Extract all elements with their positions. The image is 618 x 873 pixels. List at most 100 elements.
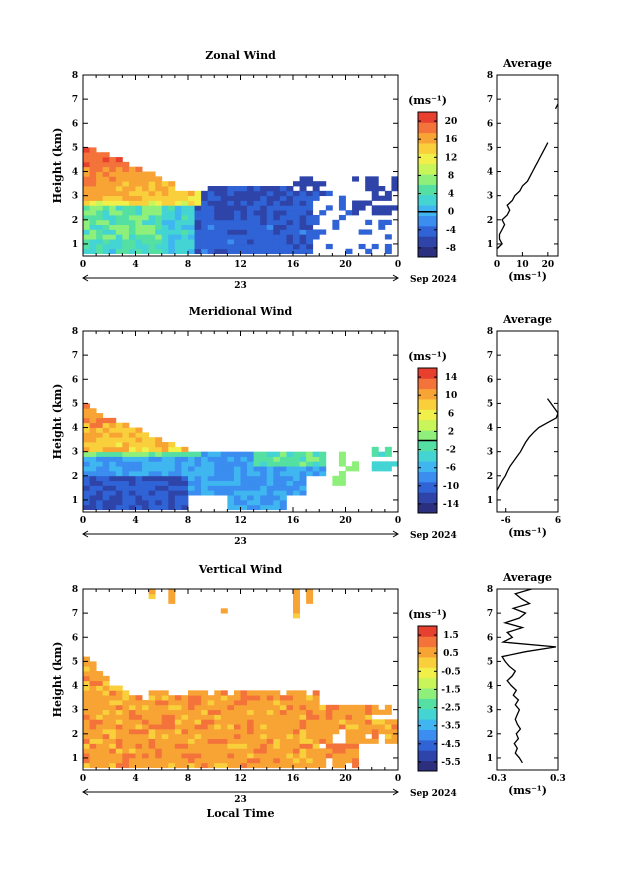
heatmap-cell: [122, 437, 130, 443]
heatmap-cell: [233, 733, 241, 740]
heatmap-cell: [135, 186, 143, 192]
heatmap-cell: [194, 704, 202, 711]
heatmap-cell: [115, 190, 123, 197]
heatmap-cell: [188, 243, 195, 250]
heatmap-cell: [148, 437, 156, 443]
heatmap-cell: [168, 504, 176, 510]
heatmap-cell: [266, 733, 274, 740]
heatmap-cell: [306, 700, 314, 706]
heatmap-cell: [286, 700, 294, 706]
heatmap-cell: [142, 437, 150, 443]
heatmap-cell: [96, 461, 104, 467]
heatmap-cell: [247, 239, 255, 245]
y-axis-label: Height (km): [51, 384, 64, 460]
heatmap-cell: [207, 700, 215, 706]
heatmap-cell: [96, 675, 104, 682]
heatmap-cell: [89, 200, 97, 206]
average-y-tick-label: 2: [487, 730, 493, 740]
heatmap-cell: [365, 704, 373, 711]
heatmap-cell: [115, 461, 123, 467]
heatmap-cell: [96, 728, 104, 735]
heatmap-cell: [174, 499, 182, 506]
heatmap-cell: [260, 229, 268, 235]
heatmap-cell: [161, 743, 169, 749]
heatmap-cell: [96, 157, 104, 163]
heatmap-cell: [102, 504, 110, 510]
heatmap-cell: [293, 461, 300, 467]
heatmap-cell: [391, 719, 399, 725]
heatmap-cell: [142, 176, 150, 182]
heatmap-cell: [220, 466, 228, 472]
heatmap-cell: [168, 186, 176, 192]
heatmap-cell: [207, 748, 215, 754]
heatmap-cell: [102, 466, 110, 472]
heatmap-cell: [253, 190, 261, 197]
heatmap-cell: [253, 243, 261, 250]
heatmap-cell: [83, 485, 90, 491]
heatmap-cell: [115, 685, 123, 691]
heatmap-cell: [306, 190, 314, 197]
x-tick-label: 16: [287, 774, 300, 784]
heatmap-cell: [168, 219, 176, 226]
heatmap-cell: [214, 210, 222, 216]
heatmap-cell: [135, 709, 143, 715]
heatmap-cell: [115, 157, 123, 163]
colorbar-tick-label: -2.5: [441, 704, 460, 714]
y-tick-label: 4: [72, 682, 78, 692]
heatmap-cell: [115, 456, 123, 462]
heatmap-cell: [96, 753, 104, 759]
heatmap-cell: [233, 499, 241, 506]
heatmap-cell: [128, 738, 136, 744]
heatmap-cell: [247, 475, 255, 482]
heatmap-cell: [83, 733, 90, 740]
x-tick-label: 0: [395, 516, 401, 526]
average-profile-line: [497, 398, 558, 491]
heatmap-cell: [83, 427, 90, 433]
heatmap-cell: [188, 466, 195, 472]
heatmap-cell: [233, 709, 241, 715]
heatmap-cell: [260, 728, 268, 735]
heatmap-cell: [102, 157, 110, 163]
heatmap-cell: [293, 195, 300, 201]
heatmap-cell: [378, 205, 386, 211]
heatmap-cell: [312, 748, 320, 754]
heatmap-cell: [345, 210, 353, 216]
heatmap-cell: [220, 234, 228, 240]
heatmap-cell: [247, 248, 255, 254]
heatmap-cell: [109, 724, 117, 730]
heatmap-cell: [122, 495, 130, 501]
heatmap-cell: [181, 504, 189, 510]
heatmap-cell: [279, 229, 287, 235]
heatmap-cell: [135, 427, 143, 433]
heatmap-cell: [148, 480, 156, 486]
heatmap-cell: [109, 719, 117, 725]
heatmap-cell: [247, 451, 255, 457]
heatmap-cell: [247, 743, 255, 749]
heatmap-cell: [220, 190, 228, 197]
heatmap-cell: [188, 714, 195, 720]
heatmap-cell: [312, 700, 320, 706]
heatmap-cell: [181, 461, 189, 467]
heatmap-cell: [161, 239, 169, 245]
heatmap-cell: [181, 210, 189, 216]
colorbar-swatch: [418, 450, 437, 462]
date-day: 23: [234, 795, 247, 805]
heatmap-cell: [306, 753, 314, 759]
heatmap-cell: [286, 743, 294, 749]
heatmap-cell: [260, 738, 268, 744]
heatmap-cell: [194, 475, 202, 482]
heatmap-cell: [240, 695, 248, 701]
heatmap-cell: [122, 214, 130, 221]
heatmap-cell: [188, 704, 195, 711]
heatmap-cell: [188, 695, 195, 701]
heatmap-cell: [306, 248, 314, 254]
heatmap-cell: [273, 495, 281, 501]
heatmap-cell: [293, 593, 300, 600]
heatmap-cell: [161, 229, 169, 235]
heatmap-cell: [266, 499, 274, 506]
heatmap-cell: [371, 728, 379, 735]
heatmap-cell: [122, 757, 130, 764]
y-tick-label: 7: [72, 351, 78, 361]
heatmap-cell: [253, 753, 261, 759]
heatmap-cell: [293, 748, 300, 754]
